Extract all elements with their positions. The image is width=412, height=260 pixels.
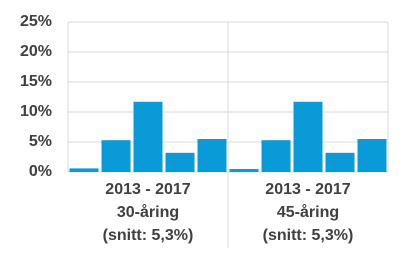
bar	[357, 139, 387, 172]
bar	[229, 169, 259, 172]
y-tick-label: 0%	[29, 163, 52, 180]
x-group-label: 30-åring	[117, 203, 179, 221]
y-tick-label: 10%	[20, 103, 52, 120]
bar	[261, 140, 291, 172]
y-tick-label: 25%	[20, 13, 52, 30]
bar	[197, 139, 227, 172]
bar	[325, 152, 355, 172]
x-group-label: 45-åring	[277, 203, 339, 221]
bar	[101, 140, 131, 172]
x-group-label: 2013 - 2017	[105, 181, 191, 198]
y-tick-label: 15%	[20, 73, 52, 90]
y-tick-label: 5%	[29, 133, 52, 150]
x-group-label: (snitt: 5,3%)	[263, 227, 354, 244]
x-group-label: 2013 - 2017	[265, 181, 351, 198]
bar	[165, 152, 195, 172]
y-tick-label: 20%	[20, 43, 52, 60]
bar	[133, 101, 163, 172]
x-group-label: (snitt: 5,3%)	[103, 227, 194, 244]
bar	[69, 168, 99, 172]
bar	[293, 101, 323, 172]
